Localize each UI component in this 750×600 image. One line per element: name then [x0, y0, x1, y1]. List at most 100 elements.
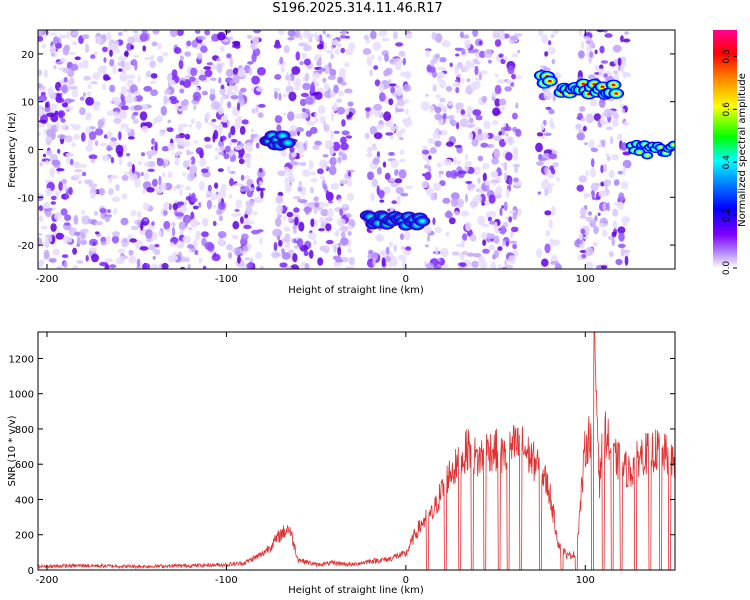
- spectrogram-cell: [544, 243, 551, 254]
- spectrogram-cell: [385, 256, 391, 263]
- spectrogram-cell: [255, 104, 259, 114]
- spectrogram-cell: [46, 128, 55, 137]
- spectrogram-cell: [442, 40, 451, 48]
- spectrogram-cell: [92, 102, 100, 111]
- spectrogram-cell: [314, 117, 319, 124]
- spectrogram-cell: [102, 65, 107, 75]
- spectrogram-cell: [583, 236, 589, 240]
- spectrogram-cell: [304, 263, 310, 269]
- spectrogram-cell: [70, 63, 79, 71]
- spectrogram-cell: [58, 181, 63, 192]
- spectrogram-cell: [594, 215, 598, 222]
- spectrogram-cell: [302, 169, 311, 177]
- spectrogram-cell: [344, 88, 353, 94]
- spectrogram-cell: [550, 205, 556, 216]
- spectrogram-cell: [405, 246, 412, 251]
- spectrogram-cell: [143, 172, 150, 180]
- spectrogram-cell: [277, 212, 282, 219]
- spectrogram-cell: [389, 83, 397, 87]
- spectrogram-cell: [221, 115, 227, 122]
- spectrogram-cell: [323, 83, 330, 91]
- spectrogram-cell: [318, 228, 325, 232]
- spectrogram-cell: [65, 106, 74, 111]
- spectrogram-cell: [175, 153, 179, 159]
- spectrogram-cell: [101, 155, 110, 162]
- spectrogram-cell: [45, 150, 53, 156]
- spectrogram-cell: [228, 194, 232, 199]
- spectrogram-cell: [368, 249, 374, 255]
- spectrogram-cell: [226, 165, 231, 173]
- spectrogram-cell: [378, 82, 384, 93]
- spectrogram-cell: [511, 73, 516, 80]
- spectrogram-cell: [340, 142, 349, 151]
- spectrogram-cell: [604, 33, 613, 38]
- spectrogram-cell: [115, 184, 120, 191]
- spectrogram-cell: [540, 179, 550, 190]
- spectrogram-cell: [326, 33, 330, 38]
- spectrogram-cell: [244, 142, 254, 153]
- spectrogram-cell: [617, 243, 626, 249]
- spectrogram-cell: [617, 201, 624, 210]
- spectrogram-cell: [599, 64, 604, 70]
- signal-track-cell: [645, 154, 650, 157]
- spectrogram-cell: [552, 162, 559, 168]
- spectrogram-cell: [130, 44, 134, 50]
- spectrogram-cell: [141, 30, 148, 34]
- spectrogram-cell: [251, 52, 257, 63]
- spectrogram-cell: [337, 198, 342, 204]
- spectrogram-cell: [461, 48, 466, 55]
- spectrogram-cell: [588, 139, 595, 150]
- spectrogram-cell: [136, 258, 141, 268]
- spectrogram-cell: [606, 202, 610, 212]
- spectrogram-cell: [545, 229, 551, 238]
- spectrogram-cell: [121, 193, 128, 200]
- spectrogram-cell: [303, 206, 313, 213]
- spectrogram-cell: [110, 137, 117, 142]
- spectrogram-cell: [246, 262, 254, 269]
- spectrogram-cell: [249, 67, 253, 76]
- spectrogram-cell: [253, 196, 263, 204]
- spectrogram-cell: [118, 68, 123, 72]
- spectrogram-cell: [402, 83, 411, 92]
- spectrogram-cell: [482, 223, 490, 228]
- spectrogram-cell: [235, 199, 243, 209]
- spectrogram-cell: [187, 227, 193, 231]
- spectrogram-cell: [487, 59, 492, 64]
- spectrogram-cell: [622, 151, 631, 156]
- spectrogram-cell: [131, 163, 135, 174]
- spectrogram-cell: [181, 123, 188, 128]
- spectrogram-cell: [147, 168, 155, 172]
- spectrogram-cell: [119, 72, 128, 82]
- spectrogram-cell: [325, 223, 332, 232]
- spectrogram-cell: [404, 99, 410, 104]
- spectrogram-cell: [245, 200, 255, 208]
- spectrogram-cell: [500, 58, 506, 65]
- spectrogram-cell: [160, 106, 167, 116]
- spectrogram-cell: [584, 193, 593, 198]
- spectrogram-cell: [308, 33, 316, 38]
- spectrogram-cell: [323, 161, 328, 170]
- spectrogram-cell: [43, 249, 50, 259]
- spectrogram-cell: [228, 132, 232, 139]
- spectrogram-cell: [404, 185, 414, 189]
- spectrogram-cell: [513, 177, 519, 183]
- spectrogram-cell: [73, 214, 79, 225]
- spectrogram-cell: [78, 62, 84, 69]
- spectrogram-cell: [330, 53, 335, 60]
- spectrogram-cell: [589, 51, 594, 58]
- spectrogram-cell: [286, 171, 294, 177]
- spectrogram-cell: [66, 155, 71, 165]
- spectrogram-cell: [70, 123, 75, 127]
- spectrogram-cell: [347, 225, 353, 230]
- spectrogram-cell: [71, 40, 78, 46]
- spectrogram-cell: [226, 244, 233, 251]
- spectrogram-cell: [113, 117, 122, 124]
- spectrogram-cell: [371, 251, 378, 261]
- spectrogram-cell: [583, 125, 587, 132]
- spectrogram-cell: [109, 140, 118, 147]
- spectrogram-cell: [287, 30, 296, 37]
- spectrogram-cell: [330, 182, 340, 191]
- spectrogram-cell: [324, 217, 333, 222]
- spectrogram-cell: [366, 56, 373, 67]
